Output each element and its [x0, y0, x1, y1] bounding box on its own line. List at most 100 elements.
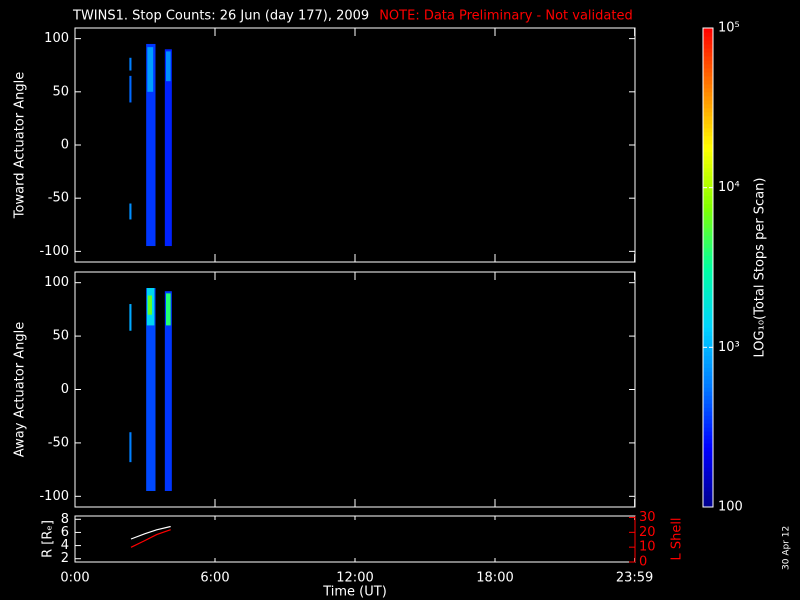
colorbar-swatch [703, 415, 713, 420]
colorbar-swatch [703, 103, 713, 109]
colorbar-swatch [703, 211, 713, 217]
colorbar-swatch [703, 295, 713, 300]
date-stamp: 30 Apr 12 [782, 526, 792, 570]
colorbar-swatch [703, 171, 713, 177]
colorbar-swatch [703, 339, 713, 344]
colorbar-swatch [703, 335, 713, 340]
colorbar-swatch [703, 443, 713, 448]
plot-frame [74, 271, 636, 508]
y-tick-label: 50 [52, 329, 69, 344]
y-tick-label: 2 [61, 551, 69, 566]
y-tick-label: 50 [52, 84, 69, 99]
colorbar-swatch [703, 475, 713, 480]
colorbar-swatch [703, 107, 713, 113]
y-tick-label: 6 [61, 525, 69, 540]
colorbar-swatch [703, 427, 713, 432]
colorbar-swatch [703, 423, 713, 428]
colorbar-swatch [703, 223, 713, 229]
colorbar-swatch [703, 455, 713, 460]
colorbar-swatch [703, 327, 713, 332]
x-tick-label: 6:00 [200, 571, 229, 586]
colorbar-swatch [703, 123, 713, 129]
colorbar-swatch [703, 319, 713, 324]
colorbar-swatch [703, 243, 713, 249]
spectrogram-cell [164, 291, 172, 491]
spectrogram-cell [129, 57, 132, 71]
colorbar-swatch [703, 291, 713, 296]
y-tick-label: 0 [61, 382, 69, 397]
colorbar-swatch [703, 439, 713, 444]
colorbar-swatch [703, 207, 713, 213]
plot-frame [74, 27, 636, 263]
colorbar-swatch [703, 31, 713, 37]
y-tick-label: -50 [48, 435, 69, 450]
colorbar-tick-label: 10⁴ [718, 180, 740, 195]
colorbar-swatch [703, 63, 713, 69]
y-tick-label: 100 [44, 31, 69, 46]
colorbar-swatch [703, 115, 713, 121]
colorbar-swatch [703, 203, 713, 209]
colorbar-swatch [703, 247, 713, 253]
colorbar-swatch [703, 195, 713, 201]
colorbar-swatch [703, 467, 713, 472]
y2-tick-label: 30 [639, 510, 656, 525]
plot-frame [74, 515, 636, 563]
colorbar-swatch [703, 447, 713, 452]
colorbar-swatch [703, 239, 713, 245]
spectrogram-cell [146, 43, 156, 247]
colorbar-swatch [703, 431, 713, 436]
colorbar-label: LOG₁₀(Total Stops per Scan) [753, 178, 768, 358]
colorbar-swatch [703, 331, 713, 336]
colorbar-swatch [703, 391, 713, 396]
colorbar-swatch [703, 367, 713, 372]
colorbar-swatch [703, 411, 713, 416]
y-tick-label: 8 [61, 512, 69, 527]
colorbar-swatch [703, 323, 713, 328]
y2-tick-label: 0 [639, 555, 647, 570]
y-tick-label: 4 [61, 538, 69, 553]
colorbar-swatch [703, 347, 713, 352]
spectrogram-cell [166, 51, 171, 82]
colorbar-swatch [703, 251, 713, 257]
colorbar-swatch [703, 59, 713, 65]
colorbar-swatch [703, 503, 713, 508]
colorbar-swatch [703, 255, 713, 261]
colorbar-swatch [703, 79, 713, 85]
colorbar-swatch [703, 187, 713, 193]
colorbar-swatch [703, 135, 713, 141]
colorbar-swatch [703, 151, 713, 157]
colorbar-swatch [703, 55, 713, 61]
colorbar-swatch [703, 487, 713, 492]
colorbar-swatch [703, 259, 713, 265]
colorbar-swatch [703, 83, 713, 89]
colorbar-swatch [703, 51, 713, 57]
colorbar-swatch [703, 479, 713, 484]
colorbar-frame [702, 27, 714, 508]
colorbar-swatch [703, 163, 713, 169]
colorbar-swatch [703, 43, 713, 49]
colorbar-swatch [703, 271, 713, 276]
colorbar-swatch [703, 267, 713, 272]
colorbar-tick-label: 10⁵ [718, 21, 740, 36]
x-tick-label: 0:00 [60, 571, 89, 586]
colorbar-swatch [703, 191, 713, 197]
colorbar-swatch [703, 219, 713, 225]
colorbar-swatch [703, 311, 713, 316]
spectrogram-cell [129, 432, 132, 463]
colorbar-swatch [703, 175, 713, 181]
spectrogram-cell [147, 295, 152, 315]
colorbar-swatch [703, 495, 713, 500]
colorbar-swatch [703, 119, 713, 125]
colorbar-swatch [703, 387, 713, 392]
colorbar-swatch [703, 275, 713, 280]
spectrogram-cell [164, 49, 172, 247]
chart-title: TWINS1. Stop Counts: 26 Jun (day 177), 2… [72, 9, 369, 24]
spectrogram-cell [147, 47, 154, 92]
colorbar-swatch [703, 279, 713, 284]
y-axis-label: Away Actuator Angle [13, 322, 28, 457]
colorbar-tick-label: 100 [718, 500, 743, 515]
x-tick-label: 18:00 [476, 571, 513, 586]
colorbar-swatch [703, 131, 713, 137]
